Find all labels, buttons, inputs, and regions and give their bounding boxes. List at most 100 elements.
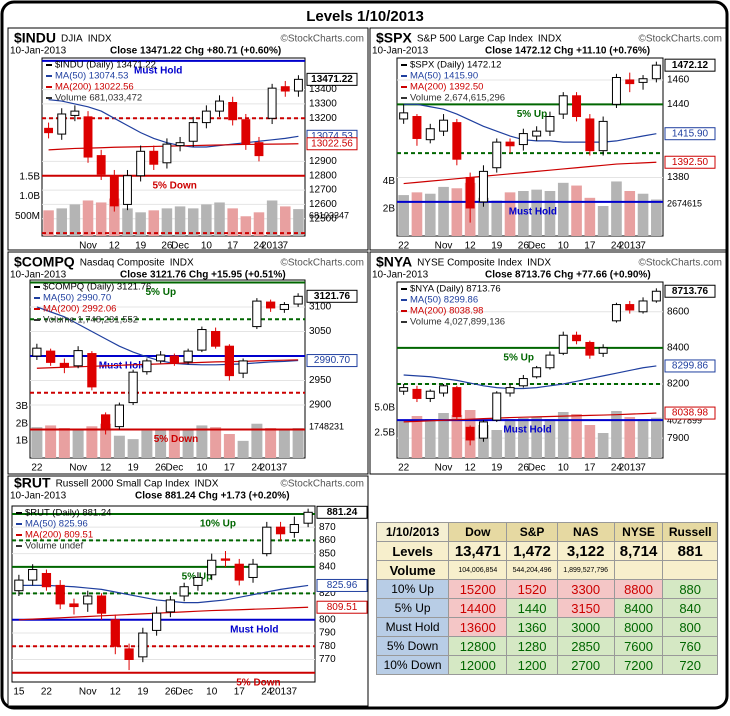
candle-body [234,563,244,581]
ma-line [48,99,299,148]
volume-bar [196,425,208,458]
x-tick-label: 17 [584,463,596,474]
candle-body [101,414,111,429]
y-tick-label: 3050 [309,326,332,337]
x-tick-label: Nov [69,463,87,474]
candle-body [465,426,475,441]
x-tick-label: 26 [518,241,530,252]
volume-bar [223,434,235,458]
table-cell: 720 [662,655,718,675]
quote: Close 3121.76 Chg +15.95 (+0.51%) [120,270,286,281]
level-label: 5% Down [152,180,196,191]
x-tick-label: 19 [137,687,149,698]
volume-bar [148,210,160,236]
candle-body [96,155,106,175]
candle-body [241,119,251,145]
table-cell: 13,471 [448,541,508,561]
y-tick-label: 790 [319,628,336,639]
volume-bar [411,416,423,458]
table-cell: 15200 [448,579,508,599]
table-cell: 544,204,496 [506,560,558,580]
volume-tick-label: 500M [15,211,40,222]
candle-body [399,387,409,392]
table-cell: 880 [662,579,718,599]
ma-line [403,365,657,390]
ma-line [36,306,299,366]
level-label: 5% Up [503,353,534,364]
price-tag-label: 1415.90 [672,128,709,139]
volume-bar [95,202,107,236]
candle-body [193,576,203,586]
price-tag-label: 2990.70 [314,355,351,366]
candle-body [156,354,166,362]
y-tick-label: 12600 [309,199,337,210]
quote: Close 8713.76 Chg +77.66 (+0.90%) [485,270,651,281]
x-tick-label: 26 [518,463,530,474]
y-tick-label: 820 [319,588,336,599]
y-tick-label: 7900 [667,433,690,444]
volume-bar [127,439,139,458]
x-tick-label: Dec [175,687,193,698]
x-tick-label: 22 [398,463,410,474]
price-tag-label: 825.96 [327,580,358,591]
table-cell: Dow [448,522,508,542]
volume-bar [201,204,212,236]
candle-body [651,290,661,302]
table-cell: 760 [662,636,718,656]
y-tick-label: 12800 [309,170,337,181]
x-tick-label: 7 [640,241,646,252]
level-label: Must Hold [134,66,182,77]
legend-entry: MA(200) 8038.98 [410,306,483,317]
candle-body [55,584,65,605]
candle-body [452,122,462,160]
volume-bar [571,185,582,236]
chart-description: Nasdaq Composite [80,258,165,269]
chart-title: $RUT [14,475,51,491]
price-tag [664,127,716,141]
x-tick-label: Dec [528,463,546,474]
table-cell: 12800 [448,636,508,656]
x-tick-label: 10 [196,463,208,474]
price-tag-label: 13074.53 [311,131,353,142]
volume-bar [597,433,609,458]
x-tick-label: 17 [234,687,246,698]
candle-body [412,388,422,399]
candle-body [228,102,238,121]
candle-body [598,120,608,152]
date: 10-Jan-2013 [10,491,67,502]
candle-body [124,648,134,661]
volume-bar [100,423,112,458]
table-row: Volume 104,006,854 544,204,496 1,899,527,79… [375,560,718,580]
volume-bar [174,206,186,236]
volume-bar [280,206,291,236]
volume-bar [266,200,278,236]
price-tag [664,359,716,373]
price-tag [316,600,368,614]
table-cell: 10% Down [375,655,450,675]
volume-bar [637,419,649,458]
x-tick-label: 2013 [261,241,284,252]
candle-body [70,110,80,116]
quote: Close 13471.22 Chg +80.71 (+0.60%) [110,46,281,57]
chart-title: $SPX [376,30,412,46]
candle-body [478,170,488,203]
legend-entry: Volume 2,674,615,296 [410,93,505,104]
table-cell: 13600 [448,617,508,637]
chart-description: Russell 2000 Small Cap Index [56,479,190,490]
quote: Close 881.24 Chg +1.73 (+0.20%) [135,491,290,502]
candle-body [114,404,124,428]
volume-bar [398,420,409,458]
candle-body [109,175,119,207]
price-tag-label: 1472.12 [672,60,709,71]
exchange: INDX [88,34,112,45]
candle-body [572,334,582,342]
y-tick-label: 8200 [667,379,690,390]
table-cell: 8000 [613,617,664,637]
x-tick-label: 22 [41,687,53,698]
candle-body [57,113,67,135]
candle-body [197,329,207,351]
y-tick-label: 3100 [309,302,332,313]
x-tick-label: 7 [640,463,646,474]
y-tick-label: 12500 [309,213,337,224]
volume-bar [293,209,304,236]
